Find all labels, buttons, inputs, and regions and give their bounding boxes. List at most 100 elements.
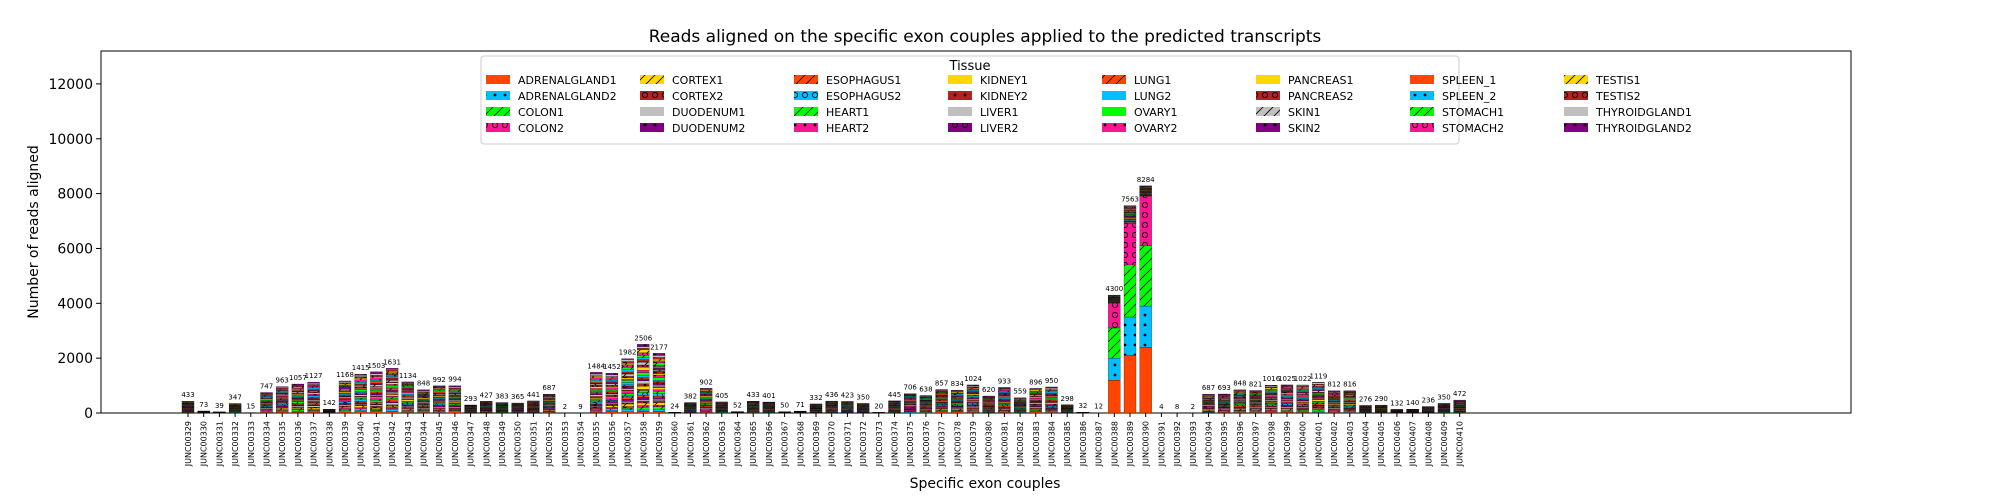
bar-segment (621, 371, 634, 374)
legend-label: LUNG1 (1134, 74, 1171, 87)
bar-segment (621, 403, 634, 407)
bar-segment (966, 385, 980, 387)
bar-segment (1312, 382, 1325, 383)
bar-segment (1280, 403, 1294, 406)
bar-segment (291, 385, 305, 387)
bar-segment (605, 390, 619, 392)
bar-stack-JUNC00364 (731, 411, 744, 414)
bar-segment (338, 394, 352, 396)
bar-segment (1045, 402, 1058, 405)
x-tick-label: JUNC00385 (1063, 421, 1072, 467)
bar-segment (919, 395, 933, 397)
bar-segment (401, 408, 414, 410)
bar-segment (1280, 394, 1294, 396)
bar-segment (652, 365, 666, 367)
x-tick-label: JUNC00340 (357, 421, 366, 467)
bar-segment (385, 399, 399, 403)
bar-segment (1280, 397, 1294, 399)
bar-segment (433, 391, 446, 394)
bar-stack-JUNC00394 (1202, 394, 1215, 414)
bar-segment (1296, 388, 1309, 390)
bar-segment (621, 359, 634, 362)
bar-total-label: 445 (888, 391, 901, 399)
bar-segment (590, 386, 603, 389)
bar-segment (1202, 405, 1215, 407)
bar-segment (1312, 389, 1325, 391)
bar-segment (448, 387, 462, 389)
bar-segment (605, 399, 619, 401)
bar-segment (621, 389, 634, 392)
legend-item: THYROIDGLAND2 (1564, 122, 1692, 135)
x-tick-label: JUNC00371 (843, 421, 852, 467)
bar-total-label: 73 (199, 401, 208, 409)
x-tick-label: JUNC00376 (922, 421, 931, 467)
bar-segment (370, 396, 383, 398)
bar-segment (385, 386, 399, 389)
x-tick-label: JUNC00335 (278, 421, 287, 467)
legend-item: SPLEEN_2 (1410, 90, 1496, 103)
x-tick-label: JUNC00374 (891, 421, 900, 467)
bar-segment (1233, 410, 1247, 412)
bar-total-label: 816 (1343, 381, 1357, 389)
bar-segment (260, 398, 273, 400)
bar-segment (966, 398, 980, 400)
bar-segment (354, 398, 367, 400)
legend-item: LIVER1 (948, 106, 1019, 119)
bar-segment (448, 389, 462, 391)
bar-segment (291, 411, 305, 414)
bar-segment (1296, 387, 1309, 389)
bar-segment (401, 382, 414, 384)
bar-segment (370, 389, 383, 391)
bar-segment (1312, 396, 1325, 398)
bar-segment (1343, 402, 1356, 405)
bar-segment (590, 409, 603, 411)
bar-segment (998, 397, 1011, 400)
x-tick-label: JUNC00373 (875, 421, 884, 467)
bar-segment (1327, 393, 1341, 395)
bar-segment (385, 375, 399, 377)
bar-segment (1249, 404, 1262, 406)
bar-segment (966, 403, 980, 405)
bar-segment (1233, 391, 1247, 393)
bar-segment (966, 406, 980, 408)
bar-segment (605, 378, 619, 380)
bar-segment (401, 398, 414, 400)
x-tick-label: JUNC00366 (765, 421, 774, 467)
bar-segment (1453, 399, 1466, 401)
legend-items: ADRENALGLAND1 ADRENALGLAND2 COLON1 COLON2 CO… (486, 74, 1692, 135)
bar-segment (590, 378, 603, 381)
bar-segment (637, 386, 650, 390)
legend-label: STOMACH1 (1442, 106, 1504, 119)
bar-segment (417, 407, 430, 409)
bar-segment (1280, 386, 1294, 388)
bar-segment (590, 383, 603, 386)
legend-swatch (948, 107, 972, 116)
bar-segment (433, 406, 446, 409)
bar-segment (276, 409, 289, 411)
x-axis-label: Specific exon couples (910, 476, 1061, 492)
bar-segment (276, 387, 289, 390)
legend-item: STOMACH2 (1410, 122, 1504, 135)
bar-segment (1343, 399, 1356, 401)
bar-segment (998, 408, 1011, 410)
bar-segment (1045, 398, 1058, 400)
bar-segment (652, 400, 666, 403)
bar-segment (590, 377, 603, 380)
bar-segment (637, 357, 650, 360)
bar-segment (590, 383, 603, 385)
bar-segment (401, 401, 414, 404)
bar-segment (338, 385, 352, 387)
bar-segment (998, 410, 1011, 412)
bar-stack-JUNC00339 (338, 380, 352, 414)
bar-segment (637, 389, 650, 391)
legend-swatch (794, 91, 818, 100)
bar-segment (370, 371, 383, 374)
legend-label: SKIN2 (1288, 122, 1321, 135)
bar-total-label: 1057 (289, 374, 307, 382)
x-tick-label: JUNC00341 (372, 421, 381, 467)
bar-segment (652, 402, 666, 406)
legend-swatch (948, 91, 972, 100)
bar-segment (354, 389, 367, 392)
bar-segment (370, 388, 383, 390)
